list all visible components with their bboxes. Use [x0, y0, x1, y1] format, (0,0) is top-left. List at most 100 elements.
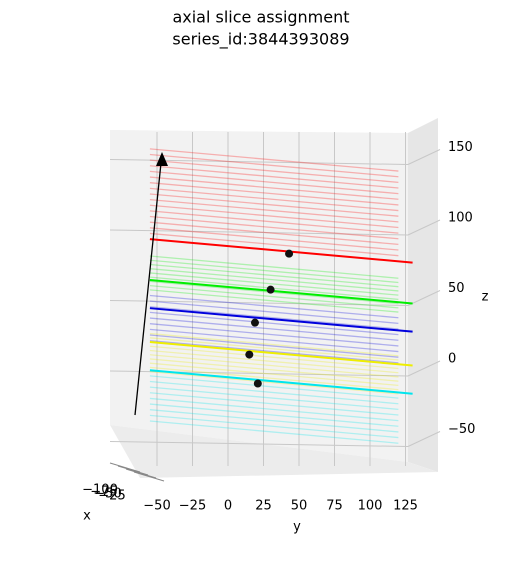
- slice-line: [149, 409, 399, 433]
- x-tick: [109, 462, 141, 473]
- slice-line: [149, 193, 399, 217]
- x-axis-label: x: [83, 509, 91, 524]
- slice-line: [149, 332, 399, 357]
- slice-line: [149, 366, 399, 391]
- slice-line: [149, 300, 399, 325]
- x-tick-label: −100: [82, 483, 118, 498]
- y-tick-label: 100: [358, 499, 383, 514]
- slice-line: [149, 187, 399, 212]
- highlight-slice: [149, 369, 413, 395]
- y-tick-label: −50: [143, 499, 170, 514]
- slice-line: [149, 294, 399, 319]
- z-tick-label: 150: [448, 140, 473, 155]
- chart-title: axial slice assignment: [172, 8, 349, 27]
- slice-line: [149, 323, 399, 347]
- slice-line: [149, 420, 399, 444]
- slice-line: [149, 280, 399, 305]
- z-tick-label: −50: [448, 422, 475, 437]
- slice-line: [149, 289, 399, 313]
- slice-line: [149, 176, 399, 200]
- slice-line: [149, 182, 399, 206]
- z-tick-label: 100: [448, 211, 473, 226]
- slice-line: [149, 215, 399, 240]
- slice-line: [149, 306, 399, 330]
- highlight-slice: [149, 278, 413, 305]
- slice-line: [149, 397, 399, 422]
- z-tick: [407, 360, 441, 377]
- y-tick-label: 0: [224, 499, 232, 514]
- slice-line: [149, 148, 399, 172]
- z-tick: [407, 290, 441, 306]
- highlight-slice: [149, 341, 413, 367]
- slice-line: [149, 339, 399, 364]
- slice-line: [149, 414, 399, 439]
- slice-line: [149, 375, 399, 399]
- slice-line: [149, 349, 399, 374]
- slice-line: [149, 259, 399, 284]
- grid-line: [109, 300, 409, 306]
- x-tick: [125, 468, 157, 479]
- x-tick-label: −75: [90, 485, 117, 500]
- y-axis-label: y: [293, 520, 301, 535]
- slice-line: [149, 386, 399, 411]
- y-tick-label: −25: [179, 499, 206, 514]
- point: [245, 350, 254, 359]
- slice-line: [149, 317, 399, 341]
- slice-line: [149, 358, 399, 382]
- slice-line: [149, 403, 399, 427]
- grid-line: [109, 229, 409, 236]
- z-tick: [407, 149, 441, 165]
- slice-line: [149, 227, 399, 251]
- point: [266, 285, 275, 294]
- slice-line: [149, 272, 399, 296]
- slice-line: [149, 165, 399, 189]
- slice-line: [149, 311, 399, 336]
- arrow-shaft: [134, 162, 162, 416]
- slice-line: [149, 362, 399, 387]
- slice-line: [149, 204, 399, 229]
- slice-line: [149, 210, 399, 234]
- slice-line: [149, 354, 399, 378]
- slice-line: [149, 153, 399, 178]
- x-tick: [133, 471, 165, 482]
- highlight-slice: [149, 238, 413, 264]
- slice-line: [149, 255, 399, 279]
- point: [250, 318, 259, 327]
- slice-line: [149, 345, 399, 370]
- slice-line: [149, 198, 399, 223]
- slice-line: [149, 170, 399, 195]
- slice-line: [149, 337, 399, 361]
- x-tick: [117, 465, 149, 476]
- y-tick-label: 75: [326, 499, 343, 514]
- arrow-head: [156, 152, 168, 166]
- point: [253, 379, 262, 388]
- slice-line: [149, 232, 399, 257]
- grid-line: [109, 441, 409, 447]
- slice-line: [149, 284, 399, 309]
- y-tick-label: 50: [291, 499, 308, 514]
- slice-line: [149, 370, 399, 395]
- x-tick-label: −50: [94, 487, 121, 502]
- chart-subtitle: series_id:3844393089: [172, 30, 349, 50]
- slice-line: [149, 268, 399, 292]
- z-tick: [407, 219, 441, 236]
- x-tick-label: −25: [98, 489, 125, 504]
- slice-line: [149, 334, 399, 358]
- z-tick-label: 50: [448, 281, 465, 296]
- point: [285, 249, 294, 258]
- slice-line: [149, 380, 399, 405]
- side-pane: [408, 118, 438, 472]
- slice-line: [149, 328, 399, 353]
- highlight-slice: [149, 307, 413, 333]
- slice-line: [149, 392, 399, 416]
- z-tick-label: 0: [448, 352, 456, 367]
- slice-line: [149, 159, 399, 184]
- y-tick-label: 125: [393, 499, 418, 514]
- z-tick: [407, 431, 441, 447]
- z-axis-label: z: [482, 290, 489, 305]
- back-pane: [110, 130, 408, 462]
- y-tick-label: 25: [255, 499, 272, 514]
- slice-line: [149, 221, 399, 246]
- slice-line: [149, 263, 399, 288]
